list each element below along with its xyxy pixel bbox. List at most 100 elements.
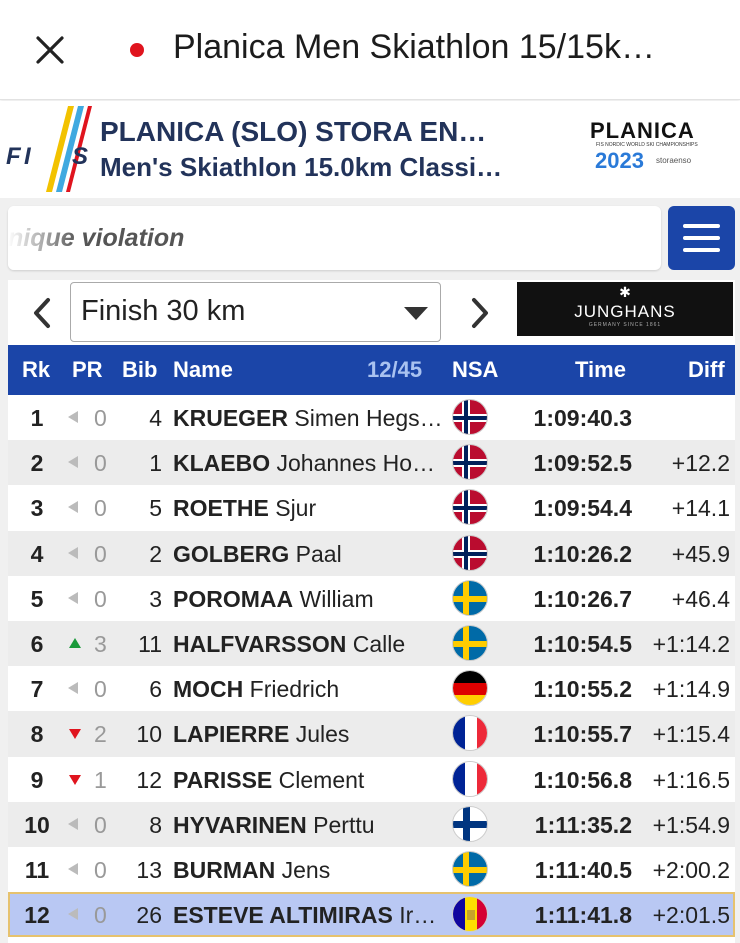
table-row[interactable]: 5 0 3 POROMAA William 1:10:26.7 +46.4	[8, 575, 735, 621]
table-row[interactable]: 7 0 6 MOCH Friedrich 1:10:55.2 +1:14.9	[8, 666, 735, 712]
table-row[interactable]: 6 3 11 HALFVARSSON Calle 1:10:54.5 +1:14.2	[8, 620, 735, 667]
athlete-name[interactable]: KRUEGER Simen Hegs…	[173, 405, 448, 432]
athlete-first-name: Clement	[278, 766, 365, 793]
results-table-body: 1 0 4 KRUEGER Simen Hegs… 1:09:40.3 2 0 1 KLAEBO…	[8, 395, 735, 938]
search-fade	[8, 206, 78, 270]
position-change: 0	[94, 856, 107, 883]
table-row[interactable]: 10 0 8 HYVARINEN Perttu 1:11:35.2 +1:54.9	[8, 801, 735, 847]
table-row[interactable]: 1 0 4 KRUEGER Simen Hegs… 1:09:40.3	[8, 395, 735, 441]
browser-tab-bar: Planica Men Skiathlon 15/15k…	[0, 0, 740, 100]
triangle-left-icon	[68, 817, 78, 830]
finish-time: 1:09:40.3	[533, 405, 632, 431]
bib-number: 5	[149, 495, 162, 522]
triangle-down-icon	[69, 729, 81, 740]
athlete-first-name: Calle	[352, 630, 406, 657]
triangle-left-icon	[68, 908, 78, 921]
hamburger-menu-icon[interactable]	[668, 206, 735, 270]
planica-logo-year: 2023	[595, 148, 644, 173]
finish-time: 1:10:56.8	[533, 766, 632, 793]
athlete-name[interactable]: ROETHE Sjur	[173, 495, 448, 522]
bib-number: 3	[149, 585, 162, 612]
athlete-last-name: BURMAN	[173, 856, 276, 883]
rank: 8	[30, 721, 44, 748]
table-row[interactable]: 2 0 1 KLAEBO Johannes Ho… 1:09:52.5 +12.2	[8, 440, 735, 486]
time-diff: +2:01.5	[652, 902, 730, 929]
athlete-name[interactable]: LAPIERRE Jules	[173, 721, 448, 748]
planica-logo: PLANICA FIS NORDIC WORLD SKI CHAMPIONSHI…	[590, 118, 730, 174]
tab-title: Planica Men Skiathlon 15/15k…	[173, 28, 655, 66]
time-diff: +1:54.9	[652, 811, 730, 838]
athlete-last-name: HYVARINEN	[173, 811, 307, 838]
planica-logo-word: PLANICA	[590, 118, 695, 143]
table-row[interactable]: 12 0 26 ESTEVE ALTIMIRAS Ir… 1:11:41.8 +2:01.…	[8, 892, 735, 938]
time-diff: +1:16.5	[652, 766, 730, 793]
time-diff: +2:00.2	[652, 856, 730, 883]
rank: 11	[24, 856, 50, 883]
triangle-left-icon	[68, 411, 78, 423]
chevron-left-icon[interactable]	[22, 286, 62, 340]
athlete-name[interactable]: MOCH Friedrich	[173, 676, 448, 703]
header-pr[interactable]: PR	[72, 357, 103, 382]
position-change: 0	[94, 585, 107, 612]
header-name[interactable]: Name	[173, 357, 233, 382]
athlete-last-name: ESTEVE ALTIMIRAS	[173, 902, 393, 929]
finish-time: 1:10:26.2	[533, 540, 632, 567]
bib-number: 4	[149, 405, 162, 431]
junghans-ad[interactable]: ✱ JUNGHANS GERMANY SINCE 1861	[517, 282, 733, 336]
athlete-last-name: HALFVARSSON	[173, 630, 347, 657]
table-row[interactable]: 11 0 13 BURMAN Jens 1:11:40.5 +2:00.2	[8, 846, 735, 893]
athlete-last-name: LAPIERRE	[173, 721, 290, 748]
table-row[interactable]: 9 1 12 PARISSE Clement 1:10:56.8 +1:16.5	[8, 756, 735, 802]
nation-flag-icon	[452, 534, 488, 571]
athlete-last-name: MOCH	[173, 676, 244, 703]
athlete-name[interactable]: KLAEBO Johannes Ho…	[173, 450, 448, 477]
athlete-name[interactable]: PARISSE Clement	[173, 767, 448, 794]
athlete-name[interactable]: HYVARINEN Perttu	[173, 812, 448, 839]
time-diff: +1:14.2	[652, 630, 730, 657]
athlete-last-name: KRUEGER	[173, 405, 289, 431]
junghans-logo-sub: GERMANY SINCE 1861	[588, 322, 662, 328]
finish-time: 1:11:35.2	[534, 811, 632, 838]
athlete-name[interactable]: GOLBERG Paal	[173, 541, 448, 568]
table-row[interactable]: 8 2 10 LAPIERRE Jules 1:10:55.7 +1:15.4	[8, 711, 735, 757]
header-diff[interactable]: Diff	[688, 357, 725, 382]
search-input[interactable]: nique violation	[8, 206, 661, 270]
athlete-name[interactable]: HALFVARSSON Calle	[173, 631, 448, 658]
checkpoint-select[interactable]: Finish 30 km	[70, 282, 441, 342]
athlete-last-name: ROETHE	[173, 495, 269, 522]
nation-flag-icon	[452, 399, 488, 435]
athlete-first-name: Ir…	[399, 902, 437, 929]
bib-number: 6	[149, 676, 162, 703]
bib-number: 13	[136, 856, 162, 883]
finish-time: 1:09:54.4	[533, 495, 632, 522]
close-icon[interactable]	[30, 30, 70, 70]
header-rk[interactable]: Rk	[22, 357, 51, 382]
athlete-first-name: Simen Hegs…	[294, 405, 443, 431]
bib-number: 1	[149, 450, 162, 477]
table-row[interactable]: 3 0 5 ROETHE Sjur 1:09:54.4 +14.1	[8, 485, 735, 531]
athlete-first-name: Sjur	[275, 495, 317, 522]
table-row[interactable]: 4 0 2 GOLBERG Paal 1:10:26.2 +45.9	[8, 530, 735, 576]
athlete-first-name: Jens	[281, 856, 331, 883]
triangle-left-icon	[68, 682, 78, 695]
svg-text:S: S	[72, 143, 88, 170]
chevron-right-icon[interactable]	[460, 286, 500, 340]
time-diff: +1:14.9	[652, 676, 730, 703]
rank: 4	[30, 540, 44, 567]
rank: 2	[30, 450, 44, 477]
athlete-name[interactable]: POROMAA William	[173, 586, 448, 613]
nation-flag-icon	[452, 444, 488, 481]
event-subtitle: Men's Skiathlon 15.0km Classi…	[100, 152, 503, 182]
header-nsa[interactable]: NSA	[452, 357, 499, 382]
svg-text:F: F	[6, 143, 22, 170]
rank: 12	[24, 902, 50, 929]
athlete-name[interactable]: BURMAN Jens	[173, 857, 448, 884]
result-count: 12/45	[367, 357, 423, 382]
results-table-header: Rk PR Bib Name 12/45 NSA Time Diff	[8, 345, 735, 395]
nation-flag-icon	[452, 579, 488, 616]
athlete-name[interactable]: ESTEVE ALTIMIRAS Ir…	[173, 902, 448, 929]
bib-number: 2	[149, 540, 162, 567]
header-time[interactable]: Time	[575, 357, 626, 382]
bib-number: 26	[136, 902, 162, 929]
header-bib[interactable]: Bib	[122, 357, 158, 382]
